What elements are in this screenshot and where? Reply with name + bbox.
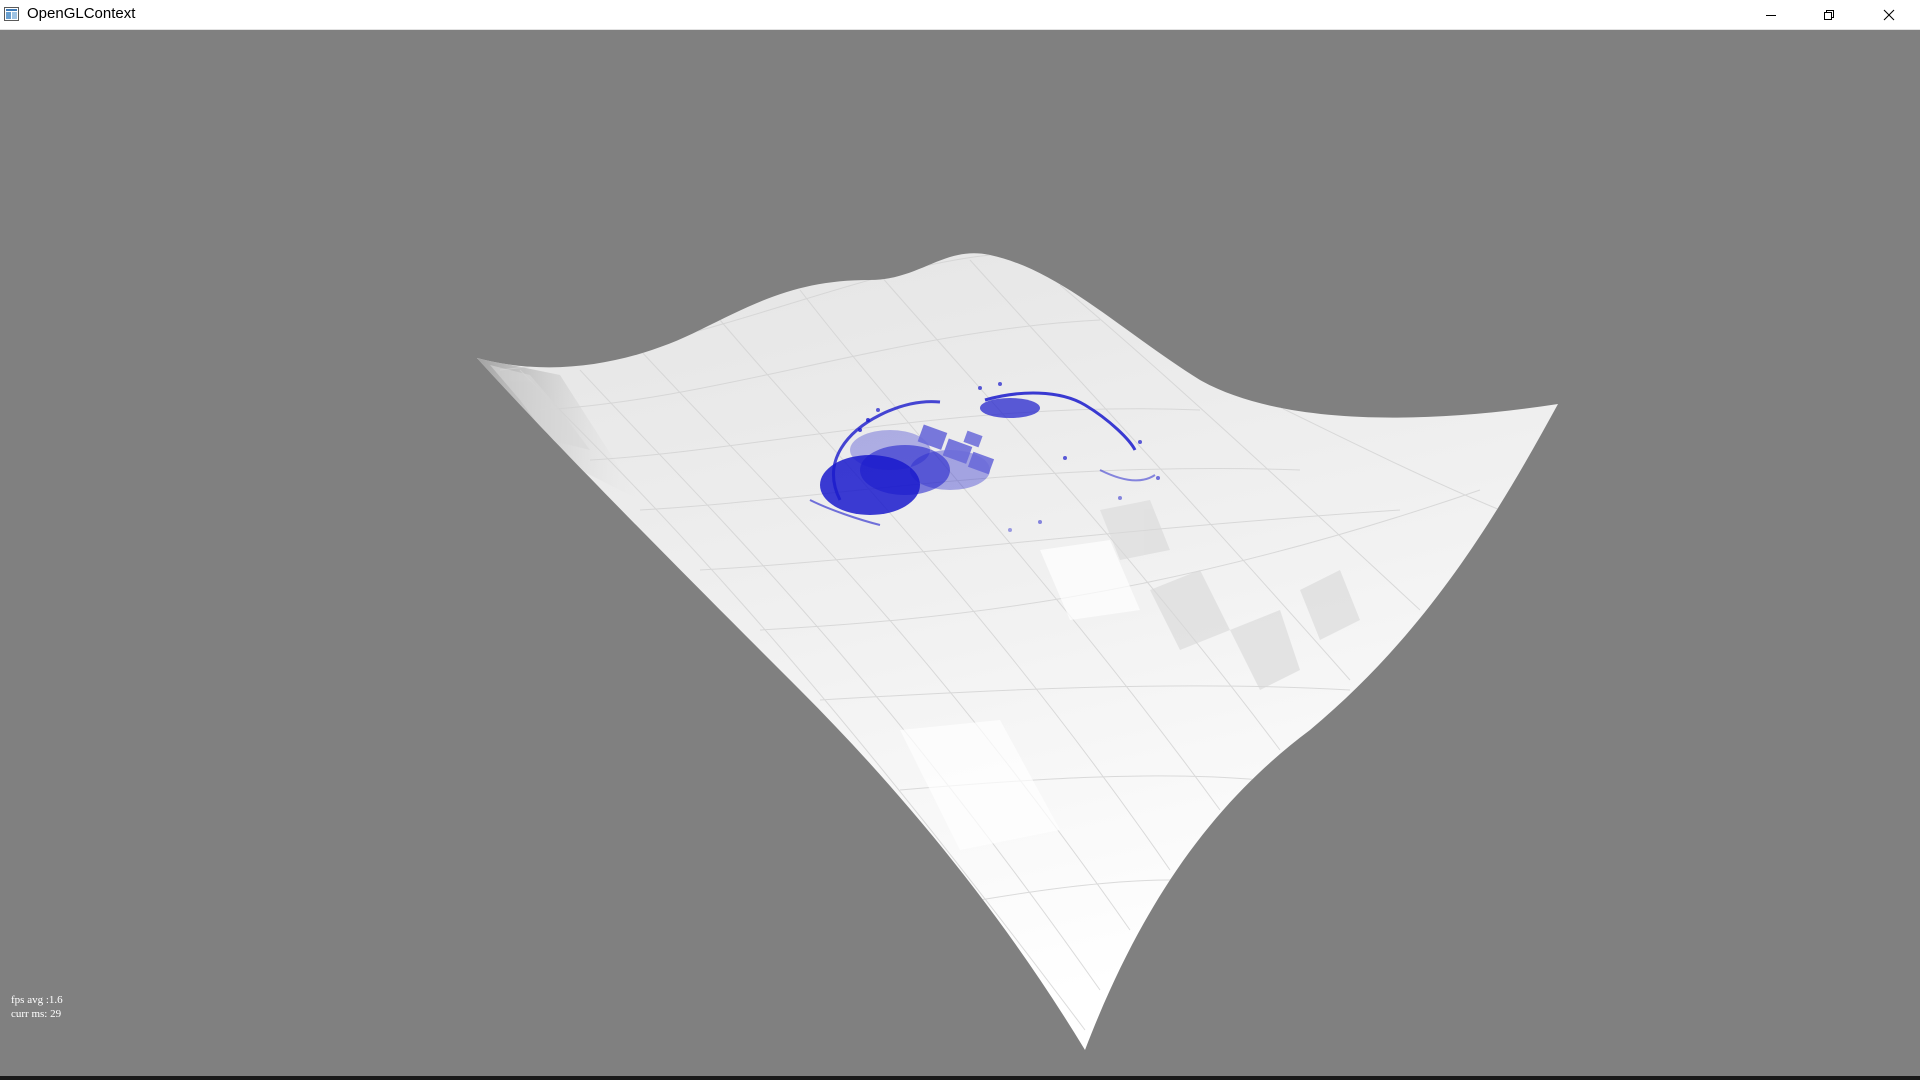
restore-icon	[1824, 9, 1834, 20]
window-title: OpenGLContext	[27, 5, 136, 22]
window-bottom-edge	[0, 1076, 1920, 1080]
title-bar[interactable]: OpenGLContext	[0, 0, 1920, 30]
current-ms-label: curr ms: 29	[11, 1008, 62, 1020]
close-button[interactable]	[1858, 0, 1920, 29]
particle-cloud	[809, 382, 1160, 532]
minimize-button[interactable]	[1742, 0, 1800, 29]
close-icon	[1883, 9, 1895, 20]
gl-viewport[interactable]: fps avg :1.6 curr ms: 29	[0, 30, 1920, 1076]
maximize-button[interactable]	[1800, 0, 1858, 29]
minimize-icon	[1766, 14, 1776, 16]
surface-render	[477, 253, 1558, 1050]
window-app-icon	[4, 7, 19, 21]
fps-average-label: fps avg :1.6	[11, 994, 63, 1006]
surface-shading	[477, 254, 1501, 1031]
render-stats: fps avg :1.6 curr ms: 29	[11, 993, 63, 1021]
surface-mesh	[477, 253, 1558, 1050]
